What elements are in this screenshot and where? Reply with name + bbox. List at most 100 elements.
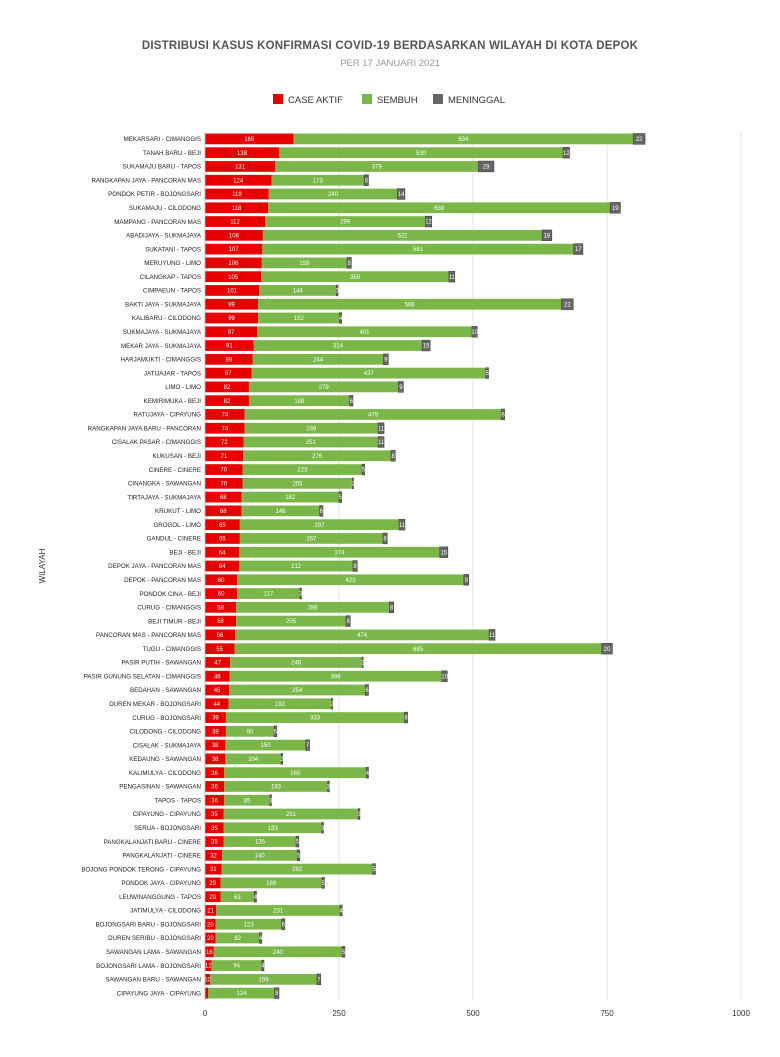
category-label-48: TAPOS - TAPOS	[155, 797, 201, 804]
bar-sembuh-5	[268, 202, 611, 214]
bar-meninggal-0	[632, 133, 646, 145]
category-label-28: GROGOL - LIMO	[153, 522, 201, 529]
bar-sembuh-19	[248, 395, 350, 407]
bar-case-aktif-3	[205, 174, 272, 186]
value-label-1-24: 223	[297, 468, 308, 474]
category-label-57: BOJONGSARI BARU - BOJONGSARI	[95, 921, 201, 928]
bar-case-aktif-55	[205, 891, 221, 903]
bar-case-aktif-47	[205, 781, 225, 792]
value-label-0-31: 64	[219, 564, 226, 570]
value-label-0-22: 72	[221, 440, 228, 446]
bar-case-aktif-5	[205, 202, 269, 214]
value-label-2-49: 3	[357, 812, 361, 818]
category-label-49: CIPAYUNG - CIPAYUNG	[133, 811, 201, 818]
category-label-24: CINERE - CINERE	[149, 467, 201, 474]
value-label-1-6: 299	[340, 220, 351, 226]
bar-meninggal-7	[541, 229, 553, 242]
value-label-0-20: 74	[221, 413, 228, 419]
bar-meninggal-14	[471, 326, 478, 338]
value-label-0-48: 36	[211, 798, 218, 804]
value-label-1-32: 423	[346, 578, 357, 584]
category-label-34: CURUG - CIMANGGIS	[137, 605, 201, 612]
x-tick-label-4: 1000	[732, 1009, 750, 1018]
value-label-1-16: 244	[313, 357, 324, 363]
value-label-2-51: 5	[296, 840, 300, 846]
value-label-2-26: 5	[339, 495, 343, 501]
value-label-1-60: 94	[233, 964, 240, 970]
value-label-0-33: 60	[218, 592, 225, 598]
value-label-0-30: 64	[219, 550, 226, 556]
bar-sembuh-41	[228, 698, 332, 710]
bar-meninggal-58	[259, 932, 263, 944]
value-label-0-52: 32	[210, 853, 217, 859]
bar-case-aktif-20	[205, 409, 245, 420]
value-label-2-56: 4	[339, 909, 343, 915]
bar-case-aktif-17	[205, 367, 252, 379]
bar-case-aktif-2	[205, 161, 276, 172]
chart-title: DISTRIBUSI KASUS KONFIRMASI COVID-19 BER…	[142, 40, 639, 52]
category-label-0: MEKARSARI - CIMANGGIS	[124, 136, 201, 143]
bar-meninggal-49	[357, 808, 361, 820]
bar-meninggal-22	[377, 436, 385, 448]
value-label-1-62: 124	[236, 991, 247, 997]
bar-meninggal-10	[448, 270, 456, 283]
value-label-2-39: 10	[441, 674, 448, 680]
category-label-26: TIRTAJAYA - SUKMAJAYA	[127, 494, 201, 501]
value-label-0-26: 68	[220, 495, 227, 501]
bar-meninggal-51	[295, 835, 300, 848]
bar-case-aktif-35	[205, 615, 237, 627]
category-label-37: TUGU - CIMANGGIS	[143, 646, 201, 653]
y-axis-label: WILAYAH	[38, 548, 47, 583]
bar-meninggal-11	[336, 284, 339, 297]
bar-case-aktif-6	[205, 216, 266, 227]
bar-case-aktif-34	[205, 601, 237, 613]
category-label-33: PONDOK CINA - BEJI	[139, 591, 201, 598]
bar-case-aktif-61	[205, 973, 211, 985]
bar-sembuh-6	[265, 216, 426, 227]
bar-meninggal-48	[269, 794, 272, 806]
value-label-1-45: 104	[248, 757, 259, 763]
category-label-55: LEUWINANGGUNG - TAPOS	[119, 894, 201, 901]
bar-case-aktif-62	[205, 987, 209, 999]
value-label-1-25: 205	[292, 481, 303, 487]
bar-meninggal-27	[319, 505, 324, 517]
value-label-0-50: 35	[211, 826, 218, 832]
category-label-23: KUKUSAN - BEJI	[153, 453, 202, 460]
x-tick-label-0: 0	[203, 1009, 208, 1018]
category-label-42: CURUG - BOJONGSARI	[132, 715, 201, 722]
bar-sembuh-13	[258, 312, 340, 324]
value-label-0-29: 65	[219, 537, 226, 543]
bar-meninggal-52	[296, 849, 301, 862]
bar-sembuh-58	[215, 932, 260, 944]
value-label-1-19: 188	[294, 399, 305, 405]
x-tick-label-1: 250	[332, 1009, 346, 1018]
category-label-11: CIMPAEUN - TAPOS	[143, 288, 201, 295]
value-label-1-5: 638	[434, 206, 445, 212]
value-label-0-51: 35	[211, 840, 218, 846]
bar-sembuh-23	[243, 450, 391, 462]
value-label-1-48: 85	[244, 798, 251, 804]
bar-sembuh-22	[243, 436, 379, 448]
bar-sembuh-25	[242, 477, 353, 489]
value-label-0-54: 29	[209, 881, 216, 887]
bar-case-aktif-41	[205, 698, 229, 710]
bar-sembuh-1	[278, 147, 564, 159]
bar-case-aktif-49	[205, 808, 224, 820]
bar-sembuh-28	[239, 519, 400, 531]
bar-sembuh-24	[242, 464, 363, 475]
value-label-2-58: 4	[259, 936, 263, 942]
bar-meninggal-54	[321, 877, 325, 889]
bar-case-aktif-24	[205, 464, 243, 475]
category-label-17: JATIJAJAR - TAPOS	[144, 370, 201, 377]
bar-meninggal-39	[441, 670, 448, 682]
bar-meninggal-28	[398, 518, 406, 531]
value-label-2-33: 3	[299, 592, 303, 598]
bar-case-aktif-33	[205, 588, 238, 599]
category-label-13: KALIBARU - CILODONG	[132, 315, 201, 322]
bar-meninggal-36	[488, 629, 496, 641]
bar-sembuh-60	[211, 960, 262, 971]
value-label-2-22: 11	[378, 440, 385, 446]
value-label-2-52: 5	[297, 853, 301, 859]
bar-case-aktif-31	[205, 560, 240, 572]
bar-sembuh-2	[275, 161, 479, 172]
